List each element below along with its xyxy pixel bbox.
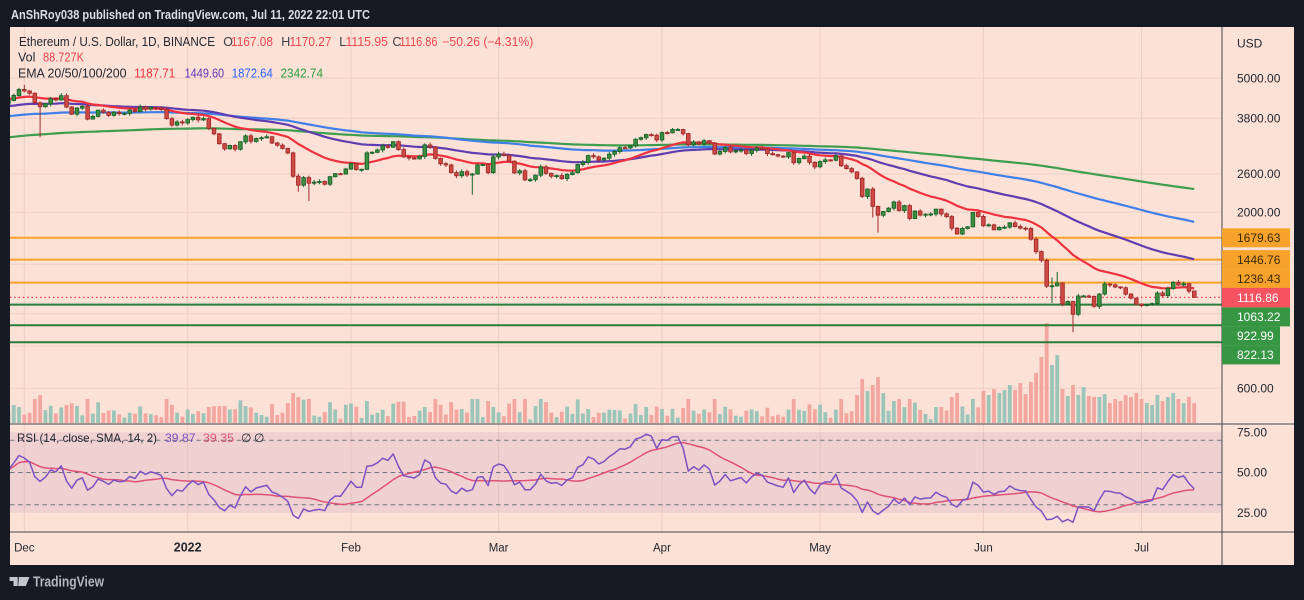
svg-text:EMA 20/50/100/200: EMA 20/50/100/200 xyxy=(18,67,127,81)
svg-text:88.727K: 88.727K xyxy=(43,51,85,65)
svg-text:Ethereum / U.S. Dollar, 1D, BI: Ethereum / U.S. Dollar, 1D, BINANCE xyxy=(19,35,215,49)
svg-text:3800.00: 3800.00 xyxy=(1237,112,1281,126)
svg-text:1236.43: 1236.43 xyxy=(1237,272,1281,286)
svg-text:1167.08: 1167.08 xyxy=(231,35,273,49)
svg-text:Mar: Mar xyxy=(489,543,509,555)
svg-text:USD: USD xyxy=(1237,37,1263,51)
svg-text:1449.60: 1449.60 xyxy=(185,67,225,81)
svg-text:L: L xyxy=(339,35,346,49)
svg-text:∅: ∅ xyxy=(241,431,251,445)
svg-text:2000.00: 2000.00 xyxy=(1237,205,1281,219)
svg-text:25.00: 25.00 xyxy=(1237,506,1267,520)
svg-text:1170.27: 1170.27 xyxy=(290,35,332,49)
svg-text:Apr: Apr xyxy=(653,543,671,555)
svg-text:RSI (14, close, SMA, 14, 2): RSI (14, close, SMA, 14, 2) xyxy=(17,431,157,445)
svg-text:822.13: 822.13 xyxy=(1237,348,1274,362)
svg-text:50.00: 50.00 xyxy=(1237,466,1267,480)
svg-text:Dec: Dec xyxy=(14,543,35,555)
svg-text:∅: ∅ xyxy=(254,431,264,445)
svg-text:75.00: 75.00 xyxy=(1237,425,1267,439)
svg-text:Vol: Vol xyxy=(18,51,35,65)
svg-text:Jul: Jul xyxy=(1134,543,1149,555)
svg-text:1115.95: 1115.95 xyxy=(346,35,389,49)
svg-text:1872.64: 1872.64 xyxy=(232,67,273,81)
svg-text:5000.00: 5000.00 xyxy=(1237,71,1281,85)
svg-text:−50.26 (−4.31%): −50.26 (−4.31%) xyxy=(442,35,533,49)
svg-text:1187.71: 1187.71 xyxy=(134,67,175,81)
svg-text:May: May xyxy=(809,543,831,555)
svg-text:Jun: Jun xyxy=(974,543,993,555)
svg-text:1446.76: 1446.76 xyxy=(1237,253,1281,267)
svg-text:C: C xyxy=(392,35,401,49)
svg-text:1679.63: 1679.63 xyxy=(1237,231,1281,245)
svg-text:Feb: Feb xyxy=(341,543,361,555)
svg-text:39.87: 39.87 xyxy=(165,431,196,445)
svg-text:H: H xyxy=(281,35,290,49)
svg-text:2022: 2022 xyxy=(174,541,202,555)
svg-text:1116.86: 1116.86 xyxy=(400,35,438,49)
svg-text:2342.74: 2342.74 xyxy=(281,67,324,81)
svg-text:AnShRoy038 published on Tradin: AnShRoy038 published on TradingView.com,… xyxy=(11,7,371,22)
svg-text:2600.00: 2600.00 xyxy=(1237,167,1281,181)
svg-text:1063.22: 1063.22 xyxy=(1237,310,1281,324)
svg-text:TradingView: TradingView xyxy=(33,574,104,591)
svg-text:1116.86: 1116.86 xyxy=(1237,291,1279,305)
svg-text:600.00: 600.00 xyxy=(1237,381,1274,395)
svg-text:O: O xyxy=(223,35,233,49)
svg-text:922.99: 922.99 xyxy=(1237,329,1274,343)
svg-text:39.35: 39.35 xyxy=(203,431,234,445)
